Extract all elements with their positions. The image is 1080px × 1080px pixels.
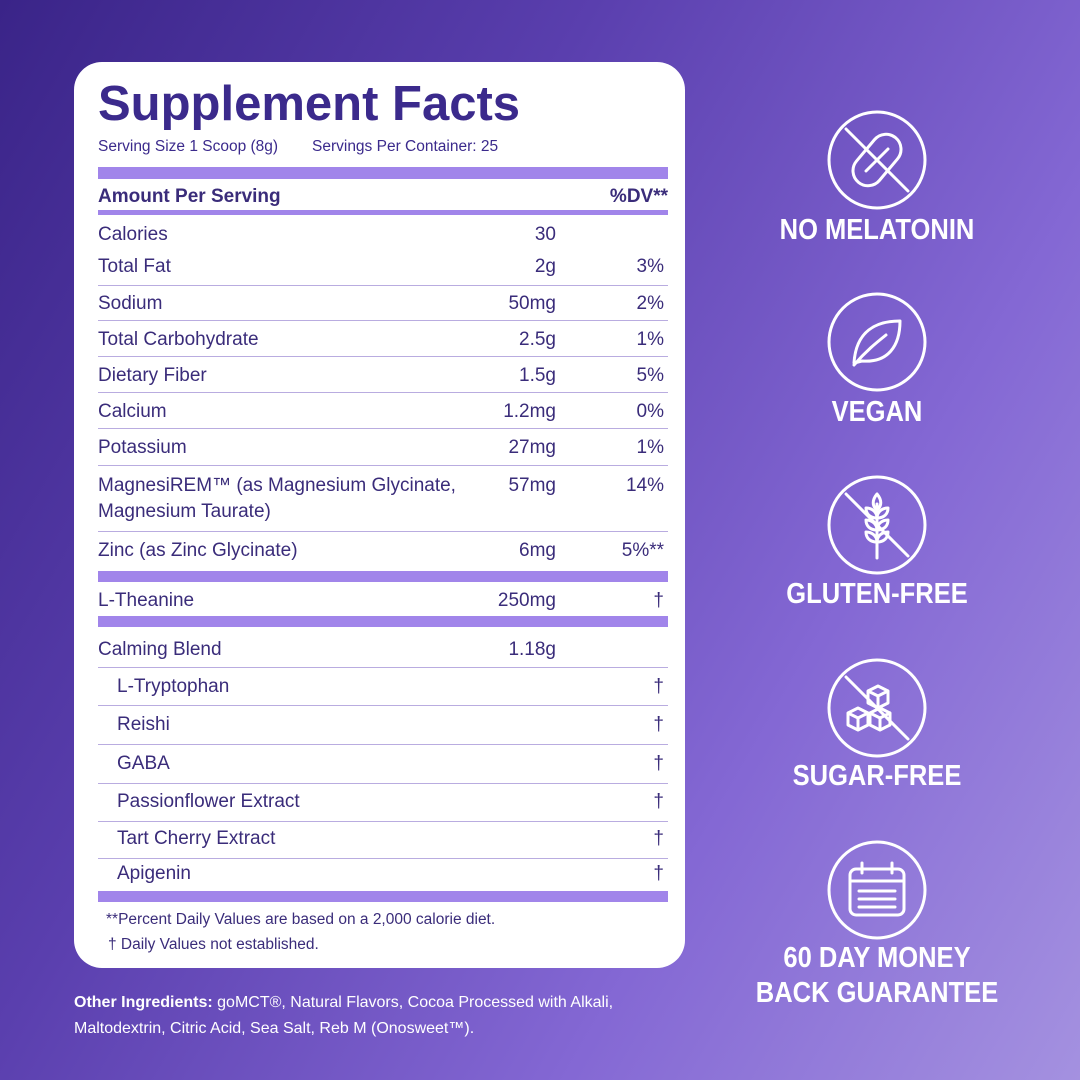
row-name: Potassium bbox=[98, 437, 187, 458]
row-amount: 1.18g bbox=[508, 639, 556, 660]
icon-sugar-cubes bbox=[827, 658, 927, 758]
row-name: Zinc (as Zinc Glycinate) bbox=[98, 540, 298, 561]
row-dv: † bbox=[653, 828, 664, 849]
row-name: L-Tryptophan bbox=[117, 676, 230, 697]
row-name: Calories bbox=[98, 224, 168, 245]
thick-bar bbox=[98, 891, 668, 902]
divider bbox=[98, 285, 668, 286]
divider bbox=[98, 667, 668, 668]
row-name: L-Theanine bbox=[98, 590, 195, 611]
row-dv: 3% bbox=[636, 256, 664, 277]
other-label: Other Ingredients: bbox=[74, 994, 213, 1011]
row-name: MagnesiREM™ (as Magnesium Glycinate, Mag… bbox=[98, 475, 456, 522]
thick-bar bbox=[98, 571, 668, 582]
divider bbox=[98, 744, 668, 745]
row-amount: 2g bbox=[534, 256, 556, 277]
badge-label: SUGAR-FREE bbox=[792, 760, 962, 792]
facts-title: Supplement Facts bbox=[98, 77, 521, 131]
divider bbox=[98, 465, 668, 466]
row-name: GABA bbox=[117, 753, 170, 774]
divider bbox=[98, 320, 668, 321]
icon-calendar bbox=[827, 840, 927, 940]
row-dv: 5% bbox=[636, 365, 664, 386]
row-amount: 250mg bbox=[497, 590, 556, 611]
other-ingredients: Other Ingredients: goMCT®, Natural Flavo… bbox=[74, 990, 684, 1042]
divider bbox=[98, 705, 668, 706]
divider bbox=[98, 858, 668, 859]
row-dv: 5%** bbox=[621, 540, 664, 561]
divider bbox=[98, 783, 668, 784]
row-name: Calcium bbox=[98, 401, 167, 422]
row-dv: 14% bbox=[625, 475, 664, 496]
row-name: Total Carbohydrate bbox=[98, 329, 259, 350]
row-amount: 57mg bbox=[508, 475, 556, 496]
row-dv: † bbox=[653, 714, 664, 735]
row-name: Passionflower Extract bbox=[117, 791, 300, 812]
divider bbox=[98, 428, 668, 429]
row-amount: 2.5g bbox=[519, 329, 556, 350]
serving-size: Serving Size 1 Scoop (8g) bbox=[98, 138, 279, 155]
icon-wheat bbox=[827, 475, 927, 575]
row-amount: 1.5g bbox=[519, 365, 556, 386]
divider bbox=[98, 531, 668, 532]
facts-card: Supplement Facts Serving Size 1 Scoop (8… bbox=[74, 62, 685, 968]
row-name: Sodium bbox=[98, 293, 163, 314]
row-amount: 6mg bbox=[519, 540, 556, 561]
badge-label: GLUTEN-FREE bbox=[786, 578, 968, 610]
row-dv: † bbox=[653, 590, 664, 611]
thick-bar bbox=[98, 616, 668, 627]
servings-per-container: Servings Per Container: 25 bbox=[312, 138, 499, 155]
badge-label: VEGAN bbox=[831, 396, 923, 428]
row-amount: 50mg bbox=[508, 293, 556, 314]
row-dv: 0% bbox=[636, 401, 664, 422]
row-name: Calming Blend bbox=[98, 639, 222, 660]
footnote: † Daily Values not established. bbox=[108, 936, 319, 953]
row-name: Total Fat bbox=[98, 256, 171, 277]
row-dv: † bbox=[653, 753, 664, 774]
thick-bar bbox=[98, 167, 668, 179]
row-dv: 1% bbox=[636, 437, 664, 458]
row-dv: † bbox=[653, 791, 664, 812]
row-name: Reishi bbox=[117, 714, 170, 735]
divider bbox=[98, 356, 668, 357]
row-amount: 1.2mg bbox=[503, 401, 556, 422]
row-name: Tart Cherry Extract bbox=[117, 828, 276, 849]
footnote: **Percent Daily Values are based on a 2,… bbox=[106, 911, 496, 928]
row-dv: 1% bbox=[636, 329, 664, 350]
icon-leaf bbox=[827, 292, 927, 392]
row-amount: 30 bbox=[534, 224, 556, 245]
badge-label: NO MELATONIN bbox=[779, 214, 975, 246]
dv-header: %DV** bbox=[609, 186, 668, 207]
row-amount: 27mg bbox=[508, 437, 556, 458]
other-text: goMCT®, Natural Flavors, Cocoa Processed… bbox=[74, 994, 614, 1037]
row-dv: 2% bbox=[636, 293, 664, 314]
row-dv: † bbox=[653, 863, 664, 884]
bar bbox=[98, 210, 668, 215]
divider bbox=[98, 821, 668, 822]
row-name: Apigenin bbox=[117, 863, 191, 884]
row-name: Dietary Fiber bbox=[98, 365, 207, 386]
amount-header: Amount Per Serving bbox=[98, 186, 281, 207]
badge-label: 60 DAY MONEY BACK GUARANTEE bbox=[755, 942, 999, 1009]
row-dv: † bbox=[653, 676, 664, 697]
icon-pill bbox=[827, 110, 927, 210]
divider bbox=[98, 392, 668, 393]
